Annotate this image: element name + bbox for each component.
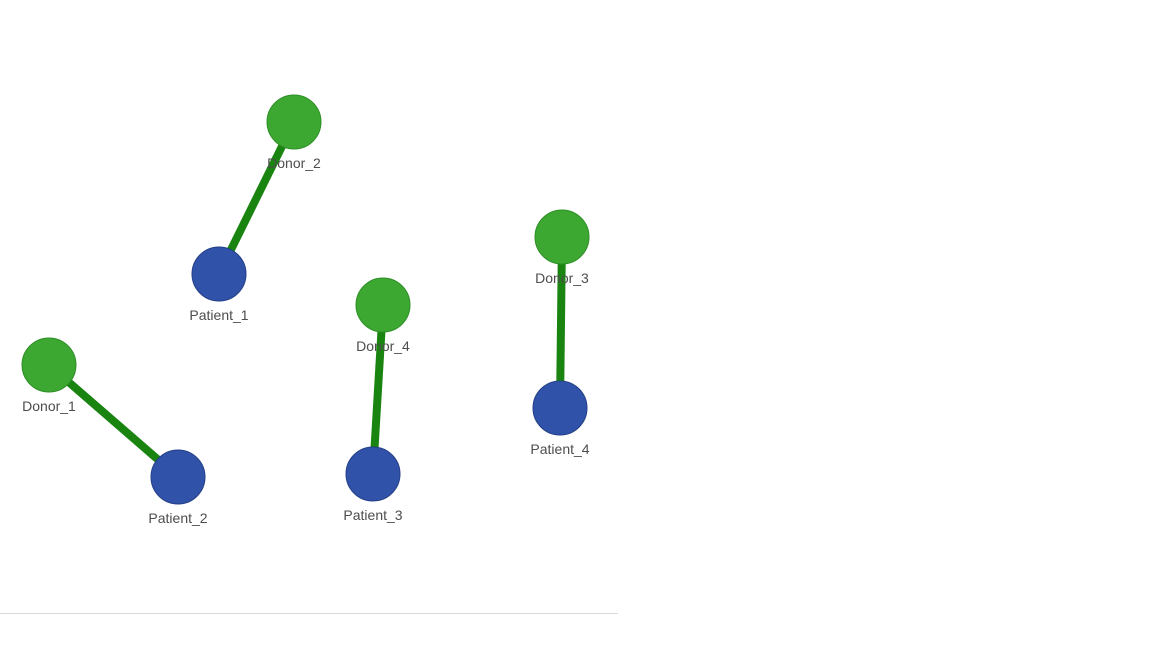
node-patient-2[interactable]: Patient_2	[148, 449, 208, 526]
node-donor-1[interactable]: Donor_1	[21, 337, 77, 414]
node-donor-4[interactable]: Donor_4	[355, 277, 411, 354]
patient-node-circle[interactable]	[532, 380, 588, 436]
patient-node-circle[interactable]	[191, 246, 247, 302]
node-label: Donor_3	[535, 270, 589, 286]
donor-node-circle[interactable]	[355, 277, 411, 333]
node-label: Patient_4	[530, 441, 589, 457]
donor-node-circle[interactable]	[21, 337, 77, 393]
patient-node-circle[interactable]	[345, 446, 401, 502]
nodes-layer: Donor_2 Patient_1 Donor_3 Donor_4 Donor_1 Pat…	[21, 94, 590, 526]
patient-node-circle[interactable]	[150, 449, 206, 505]
node-donor-3[interactable]: Donor_3	[534, 209, 590, 286]
node-label: Donor_4	[356, 338, 410, 354]
node-label: Patient_1	[189, 307, 248, 323]
edges-layer	[46, 120, 566, 481]
node-label: Patient_3	[343, 507, 402, 523]
node-label: Patient_2	[148, 510, 207, 526]
edge-donor_3-patient_4[interactable]	[556, 236, 566, 409]
edge-donor_2-patient_1[interactable]	[215, 120, 298, 276]
node-patient-3[interactable]: Patient_3	[343, 446, 403, 523]
node-label: Donor_2	[267, 155, 321, 171]
edge-donor_1-patient_2[interactable]	[46, 361, 181, 481]
node-donor-2[interactable]: Donor_2	[266, 94, 322, 171]
donor-node-circle[interactable]	[266, 94, 322, 150]
node-patient-4[interactable]: Patient_4	[530, 380, 590, 457]
node-patient-1[interactable]: Patient_1	[189, 246, 249, 323]
edge-donor_4-patient_3[interactable]	[369, 304, 387, 475]
bottom-divider	[0, 613, 618, 614]
donor-node-circle[interactable]	[534, 209, 590, 265]
node-label: Donor_1	[22, 398, 76, 414]
